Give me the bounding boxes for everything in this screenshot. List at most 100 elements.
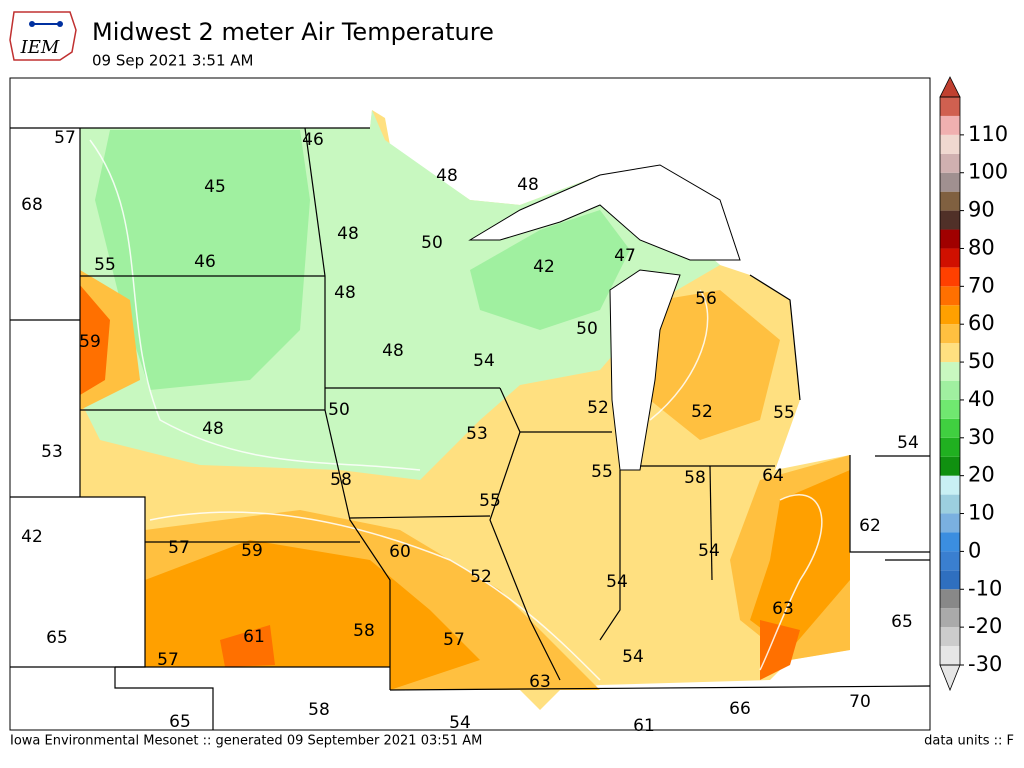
colorbar-under bbox=[939, 664, 961, 692]
station-value: 50 bbox=[421, 233, 443, 253]
station-value: 58 bbox=[353, 621, 375, 641]
station-value: 42 bbox=[21, 527, 43, 547]
footer-left: Iowa Environmental Mesonet :: generated … bbox=[10, 734, 482, 749]
station-value: 65 bbox=[891, 612, 913, 632]
colorbar-band bbox=[940, 191, 960, 211]
colorbar-band bbox=[940, 570, 960, 590]
colorbar-band bbox=[940, 589, 960, 609]
colorbar-frame bbox=[939, 96, 961, 666]
logo-text: IEM bbox=[20, 37, 60, 58]
station-value: 57 bbox=[443, 630, 465, 650]
colorbar-band bbox=[940, 437, 960, 457]
station-value: 62 bbox=[859, 516, 881, 536]
colorbar-tick-label: 70 bbox=[968, 273, 995, 297]
colorbar-band bbox=[940, 305, 960, 325]
station-value: 70 bbox=[849, 692, 871, 712]
station-value: 45 bbox=[204, 177, 226, 197]
station-value: 54 bbox=[698, 541, 720, 561]
station-value: 58 bbox=[330, 470, 352, 490]
colorbar-tick-label: -20 bbox=[968, 614, 1002, 638]
colorbar-band bbox=[940, 381, 960, 400]
colorbar-tick-label: 30 bbox=[968, 425, 995, 449]
station-value: 57 bbox=[157, 650, 179, 670]
station-value: 54 bbox=[449, 713, 471, 733]
colorbar-band bbox=[940, 551, 960, 571]
subtitle: 09 Sep 2021 3:51 AM bbox=[92, 52, 254, 70]
station-value: 50 bbox=[576, 319, 598, 339]
colorbar-band bbox=[940, 210, 960, 230]
station-value: 68 bbox=[21, 195, 43, 215]
station-value: 55 bbox=[94, 255, 116, 275]
colorbar-tick-label: 40 bbox=[968, 387, 995, 411]
colorbar-band bbox=[940, 494, 960, 514]
colorbar-tick-label: -10 bbox=[968, 576, 1002, 600]
station-value: 54 bbox=[606, 572, 628, 592]
station-value: 55 bbox=[591, 462, 613, 482]
station-value: 48 bbox=[436, 166, 458, 186]
colorbar-band bbox=[940, 418, 960, 438]
station-value: 65 bbox=[169, 712, 191, 732]
station-value: 52 bbox=[691, 402, 713, 422]
colorbar-band bbox=[940, 362, 960, 381]
station-value: 58 bbox=[308, 700, 330, 720]
colorbar-tick-label: 80 bbox=[968, 235, 995, 259]
station-value: 53 bbox=[466, 424, 488, 444]
colorbar-tick-label: -30 bbox=[968, 652, 1002, 676]
station-value: 60 bbox=[389, 542, 411, 562]
colorbar-band bbox=[940, 627, 960, 647]
station-value: 42 bbox=[533, 257, 555, 277]
footer-right: data units :: F bbox=[924, 734, 1014, 749]
title: Midwest 2 meter Air Temperature bbox=[92, 18, 494, 46]
station-value: 63 bbox=[529, 672, 551, 692]
colorbar-band bbox=[940, 608, 960, 628]
colorbar-band bbox=[940, 475, 960, 495]
station-value: 57 bbox=[168, 538, 190, 558]
station-labels: 57 46 45 68 48 48 48 50 55 46 42 47 48 56 59 50 48 54 52 52… bbox=[21, 128, 919, 736]
colorbar-band bbox=[940, 248, 960, 268]
colorbar-tick-label: 0 bbox=[968, 538, 981, 562]
station-value: 59 bbox=[241, 541, 263, 561]
station-value: 64 bbox=[762, 466, 784, 486]
station-value: 54 bbox=[897, 433, 919, 453]
station-value: 61 bbox=[633, 716, 655, 736]
station-value: 48 bbox=[334, 283, 356, 303]
colorbar: -30 -20 -10 0 10 20 30 40 50 60 70 80 90 100 110 bbox=[939, 76, 1008, 692]
station-value: 65 bbox=[46, 628, 68, 648]
colorbar-band bbox=[940, 286, 960, 306]
colorbar-band bbox=[940, 97, 960, 116]
colorbar-band bbox=[940, 153, 960, 173]
colorbar-band bbox=[940, 172, 960, 192]
colorbar-band bbox=[940, 324, 960, 344]
colorbar-tick-label: 10 bbox=[968, 501, 995, 525]
colorbar-tick-label: 100 bbox=[968, 160, 1008, 184]
map: 57 46 45 68 48 48 48 50 55 46 42 47 48 56 59 50 48 54 52 52… bbox=[9, 77, 931, 736]
colorbar-band bbox=[940, 399, 960, 419]
station-value: 55 bbox=[773, 403, 795, 423]
station-value: 48 bbox=[337, 224, 359, 244]
colorbar-tick-label: 90 bbox=[968, 198, 995, 222]
colorbar-band bbox=[940, 456, 960, 476]
colorbar-band bbox=[940, 229, 960, 249]
station-value: 57 bbox=[54, 128, 76, 148]
station-value: 46 bbox=[302, 130, 324, 150]
colorbar-band bbox=[940, 267, 960, 287]
station-value: 54 bbox=[473, 351, 495, 371]
station-value: 48 bbox=[517, 175, 539, 195]
station-value: 52 bbox=[470, 567, 492, 587]
station-value: 46 bbox=[194, 252, 216, 272]
station-value: 47 bbox=[614, 246, 636, 266]
station-value: 56 bbox=[695, 289, 717, 309]
colorbar-band bbox=[940, 513, 960, 533]
station-value: 59 bbox=[79, 332, 101, 352]
colorbar-band bbox=[940, 646, 960, 665]
station-value: 61 bbox=[243, 627, 265, 647]
station-value: 55 bbox=[479, 491, 501, 511]
colorbar-tick-label: 60 bbox=[968, 311, 995, 335]
colorbar-band bbox=[940, 115, 960, 135]
colorbar-tick-label: 20 bbox=[968, 463, 995, 487]
station-value: 53 bbox=[41, 442, 63, 462]
station-value: 54 bbox=[622, 647, 644, 667]
colorbar-band bbox=[940, 343, 960, 363]
colorbar-tick-label: 110 bbox=[968, 122, 1008, 146]
